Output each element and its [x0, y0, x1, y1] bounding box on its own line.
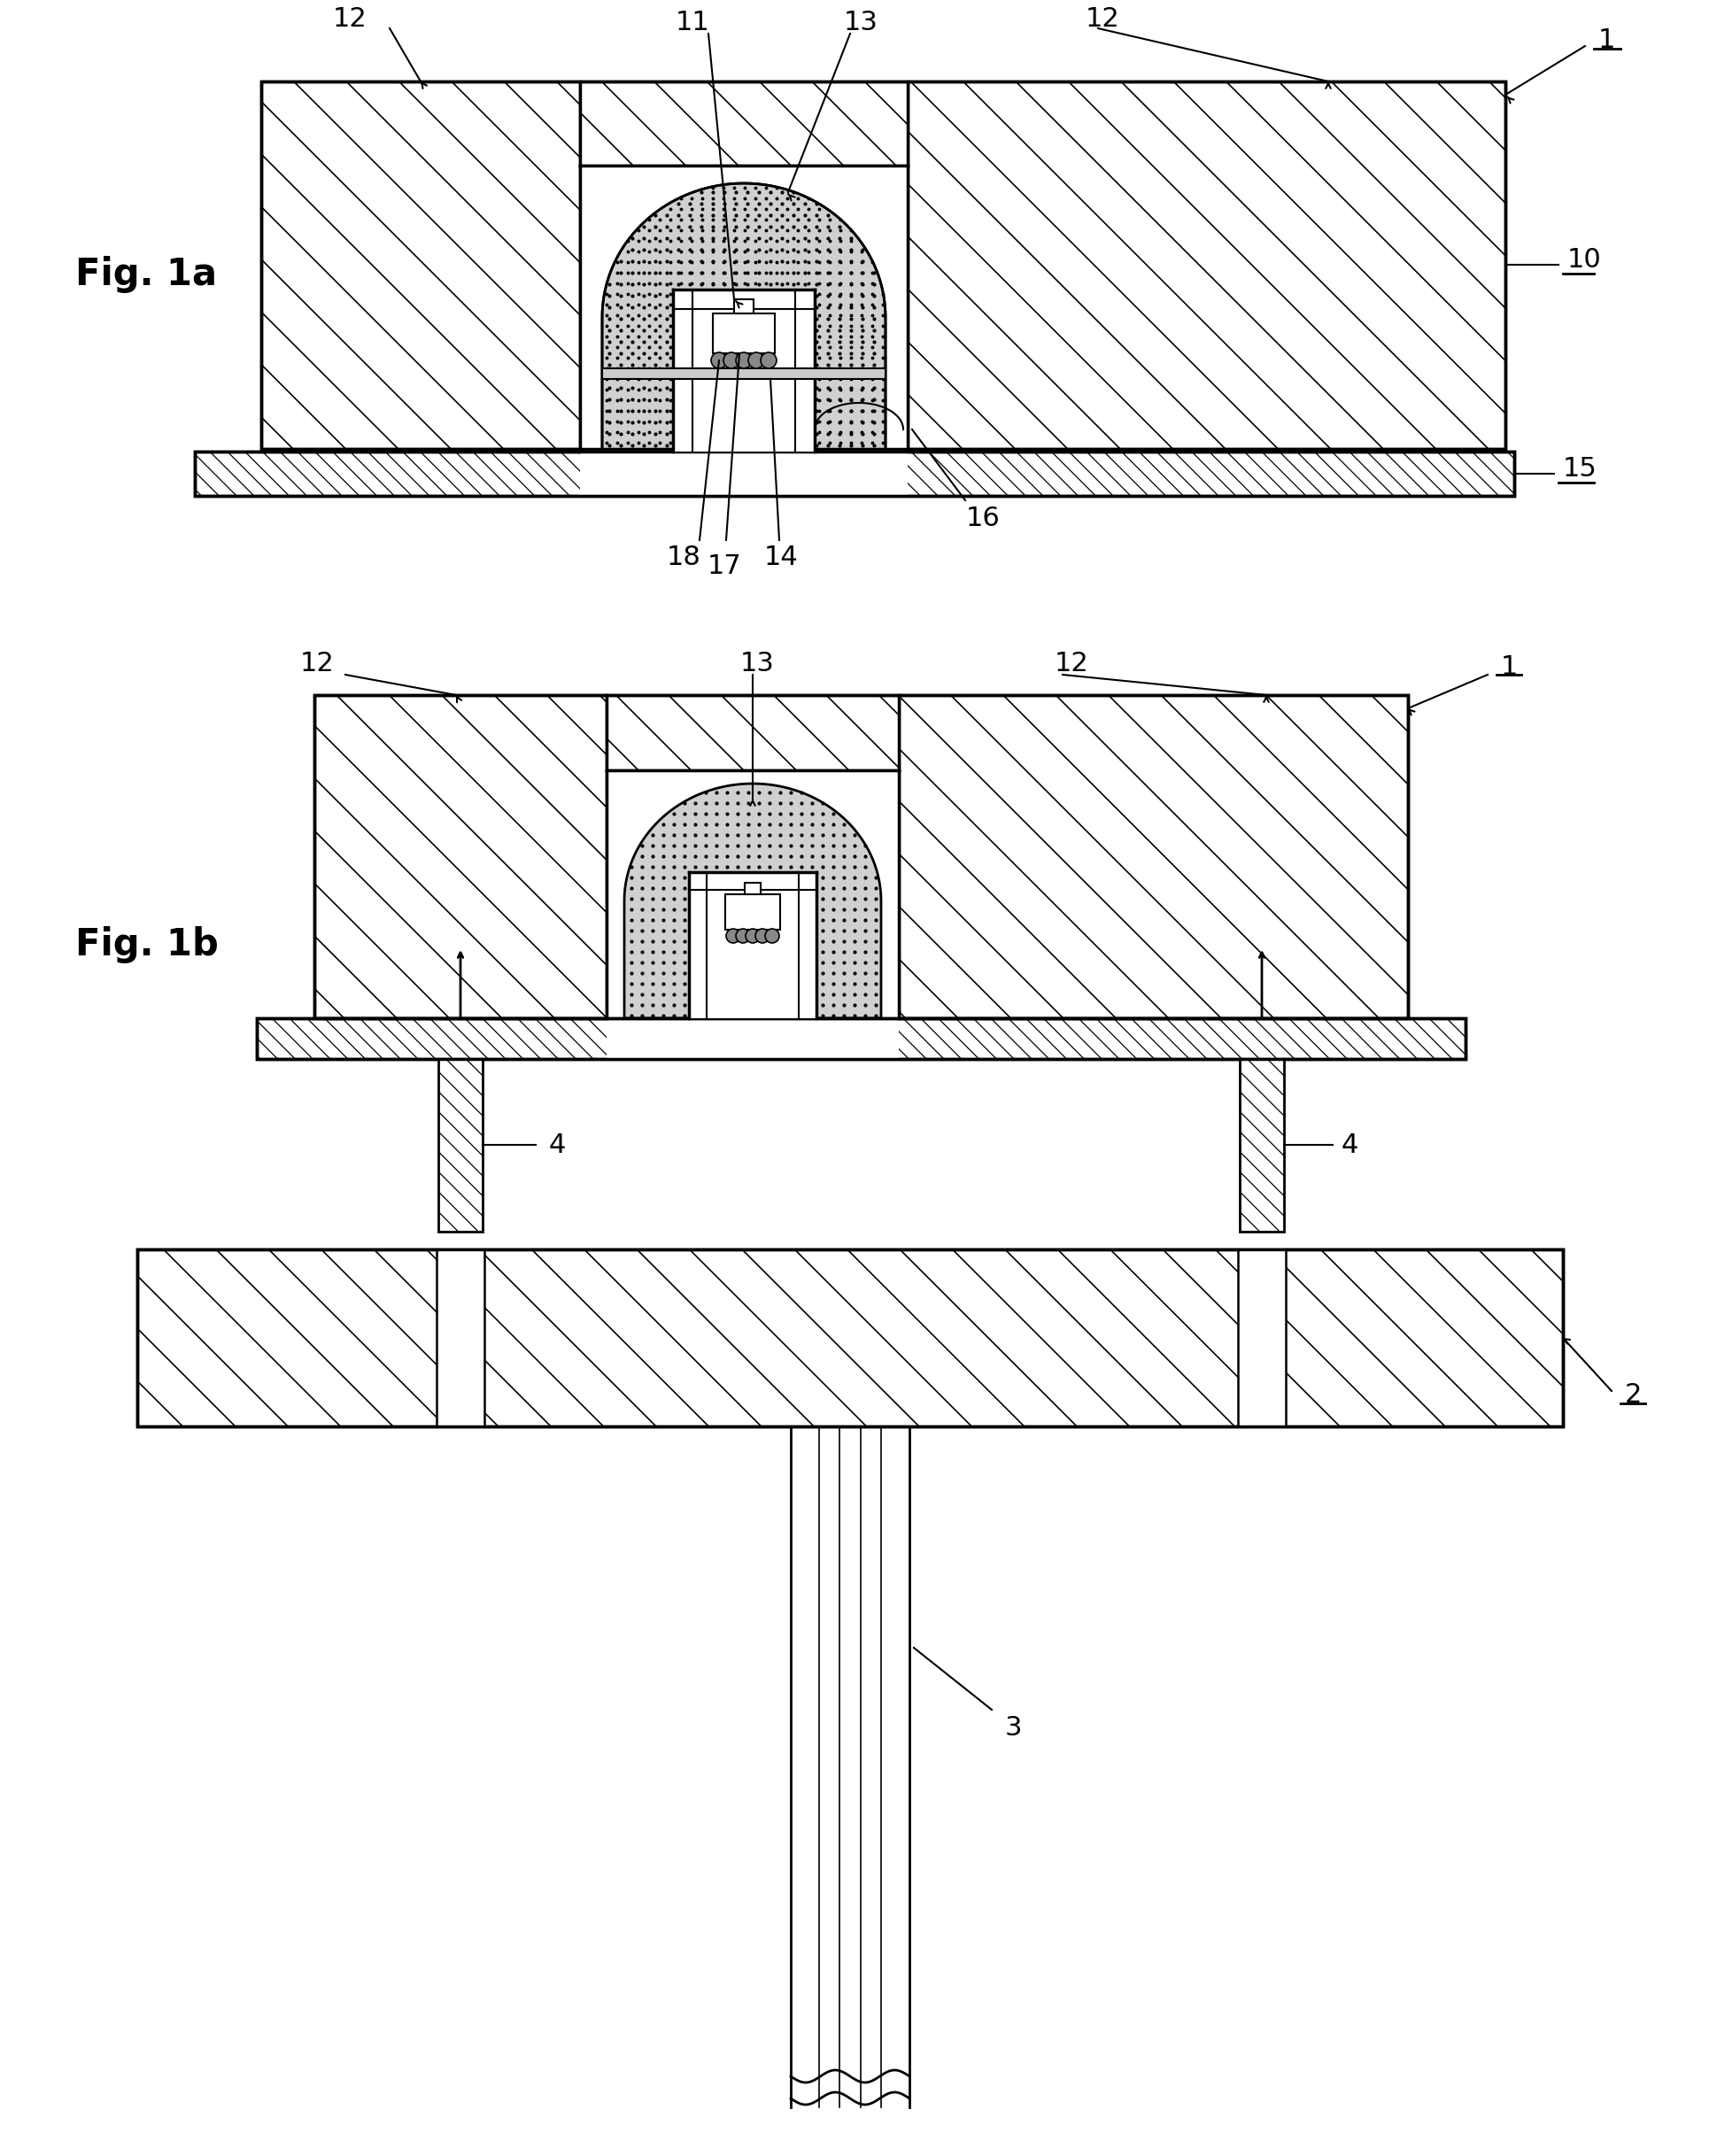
- Bar: [1240, 1059, 1284, 1231]
- Text: 17: 17: [707, 554, 742, 580]
- Text: Fig. 1a: Fig. 1a: [76, 257, 216, 293]
- Circle shape: [766, 929, 780, 942]
- Text: 13: 13: [740, 651, 774, 677]
- Text: 3: 3: [1004, 1714, 1022, 1740]
- Bar: [603, 369, 886, 379]
- Text: 11: 11: [675, 11, 709, 37]
- Bar: [258, 1018, 1466, 1059]
- Bar: [689, 873, 817, 1018]
- Bar: [745, 882, 761, 895]
- Bar: [314, 694, 606, 1018]
- Text: 12: 12: [333, 6, 367, 32]
- Circle shape: [737, 929, 750, 942]
- Text: 16: 16: [965, 505, 999, 530]
- Bar: [735, 300, 754, 313]
- Bar: [908, 82, 1506, 448]
- Bar: [436, 1248, 484, 1427]
- Bar: [606, 694, 898, 770]
- Bar: [606, 1020, 898, 1059]
- Bar: [580, 453, 908, 496]
- Text: 1: 1: [1501, 655, 1518, 681]
- Circle shape: [761, 351, 776, 369]
- Circle shape: [723, 351, 740, 369]
- Circle shape: [749, 351, 764, 369]
- Text: 1: 1: [1599, 28, 1616, 54]
- Circle shape: [711, 351, 726, 369]
- Bar: [137, 1248, 1562, 1427]
- Text: 12: 12: [1054, 651, 1089, 677]
- Circle shape: [726, 929, 740, 942]
- Text: 10: 10: [1568, 248, 1602, 274]
- Bar: [261, 82, 580, 448]
- Text: 2: 2: [1624, 1382, 1641, 1408]
- Bar: [261, 82, 1506, 448]
- Text: 18: 18: [666, 545, 701, 571]
- Bar: [898, 694, 1408, 1018]
- Text: 4: 4: [549, 1132, 567, 1158]
- Bar: [314, 694, 1408, 1018]
- Bar: [1238, 1248, 1286, 1427]
- Bar: [580, 166, 908, 448]
- Circle shape: [745, 929, 759, 942]
- Text: 12: 12: [300, 651, 335, 677]
- Text: Fig. 1b: Fig. 1b: [76, 927, 218, 964]
- Text: 15: 15: [1562, 457, 1597, 483]
- Bar: [194, 451, 1514, 496]
- Text: 4: 4: [1341, 1132, 1358, 1158]
- Bar: [725, 895, 780, 929]
- Bar: [438, 1059, 482, 1231]
- Bar: [137, 1248, 1562, 1427]
- Bar: [194, 451, 1514, 496]
- Text: 12: 12: [1085, 6, 1119, 32]
- Bar: [606, 770, 898, 1018]
- Circle shape: [755, 929, 769, 942]
- Polygon shape: [625, 783, 881, 1018]
- Bar: [673, 289, 814, 451]
- Polygon shape: [603, 183, 886, 451]
- Text: 13: 13: [843, 11, 877, 37]
- Bar: [258, 1018, 1466, 1059]
- Text: 14: 14: [764, 545, 798, 571]
- Circle shape: [737, 351, 752, 369]
- Bar: [580, 82, 908, 166]
- Bar: [713, 313, 774, 354]
